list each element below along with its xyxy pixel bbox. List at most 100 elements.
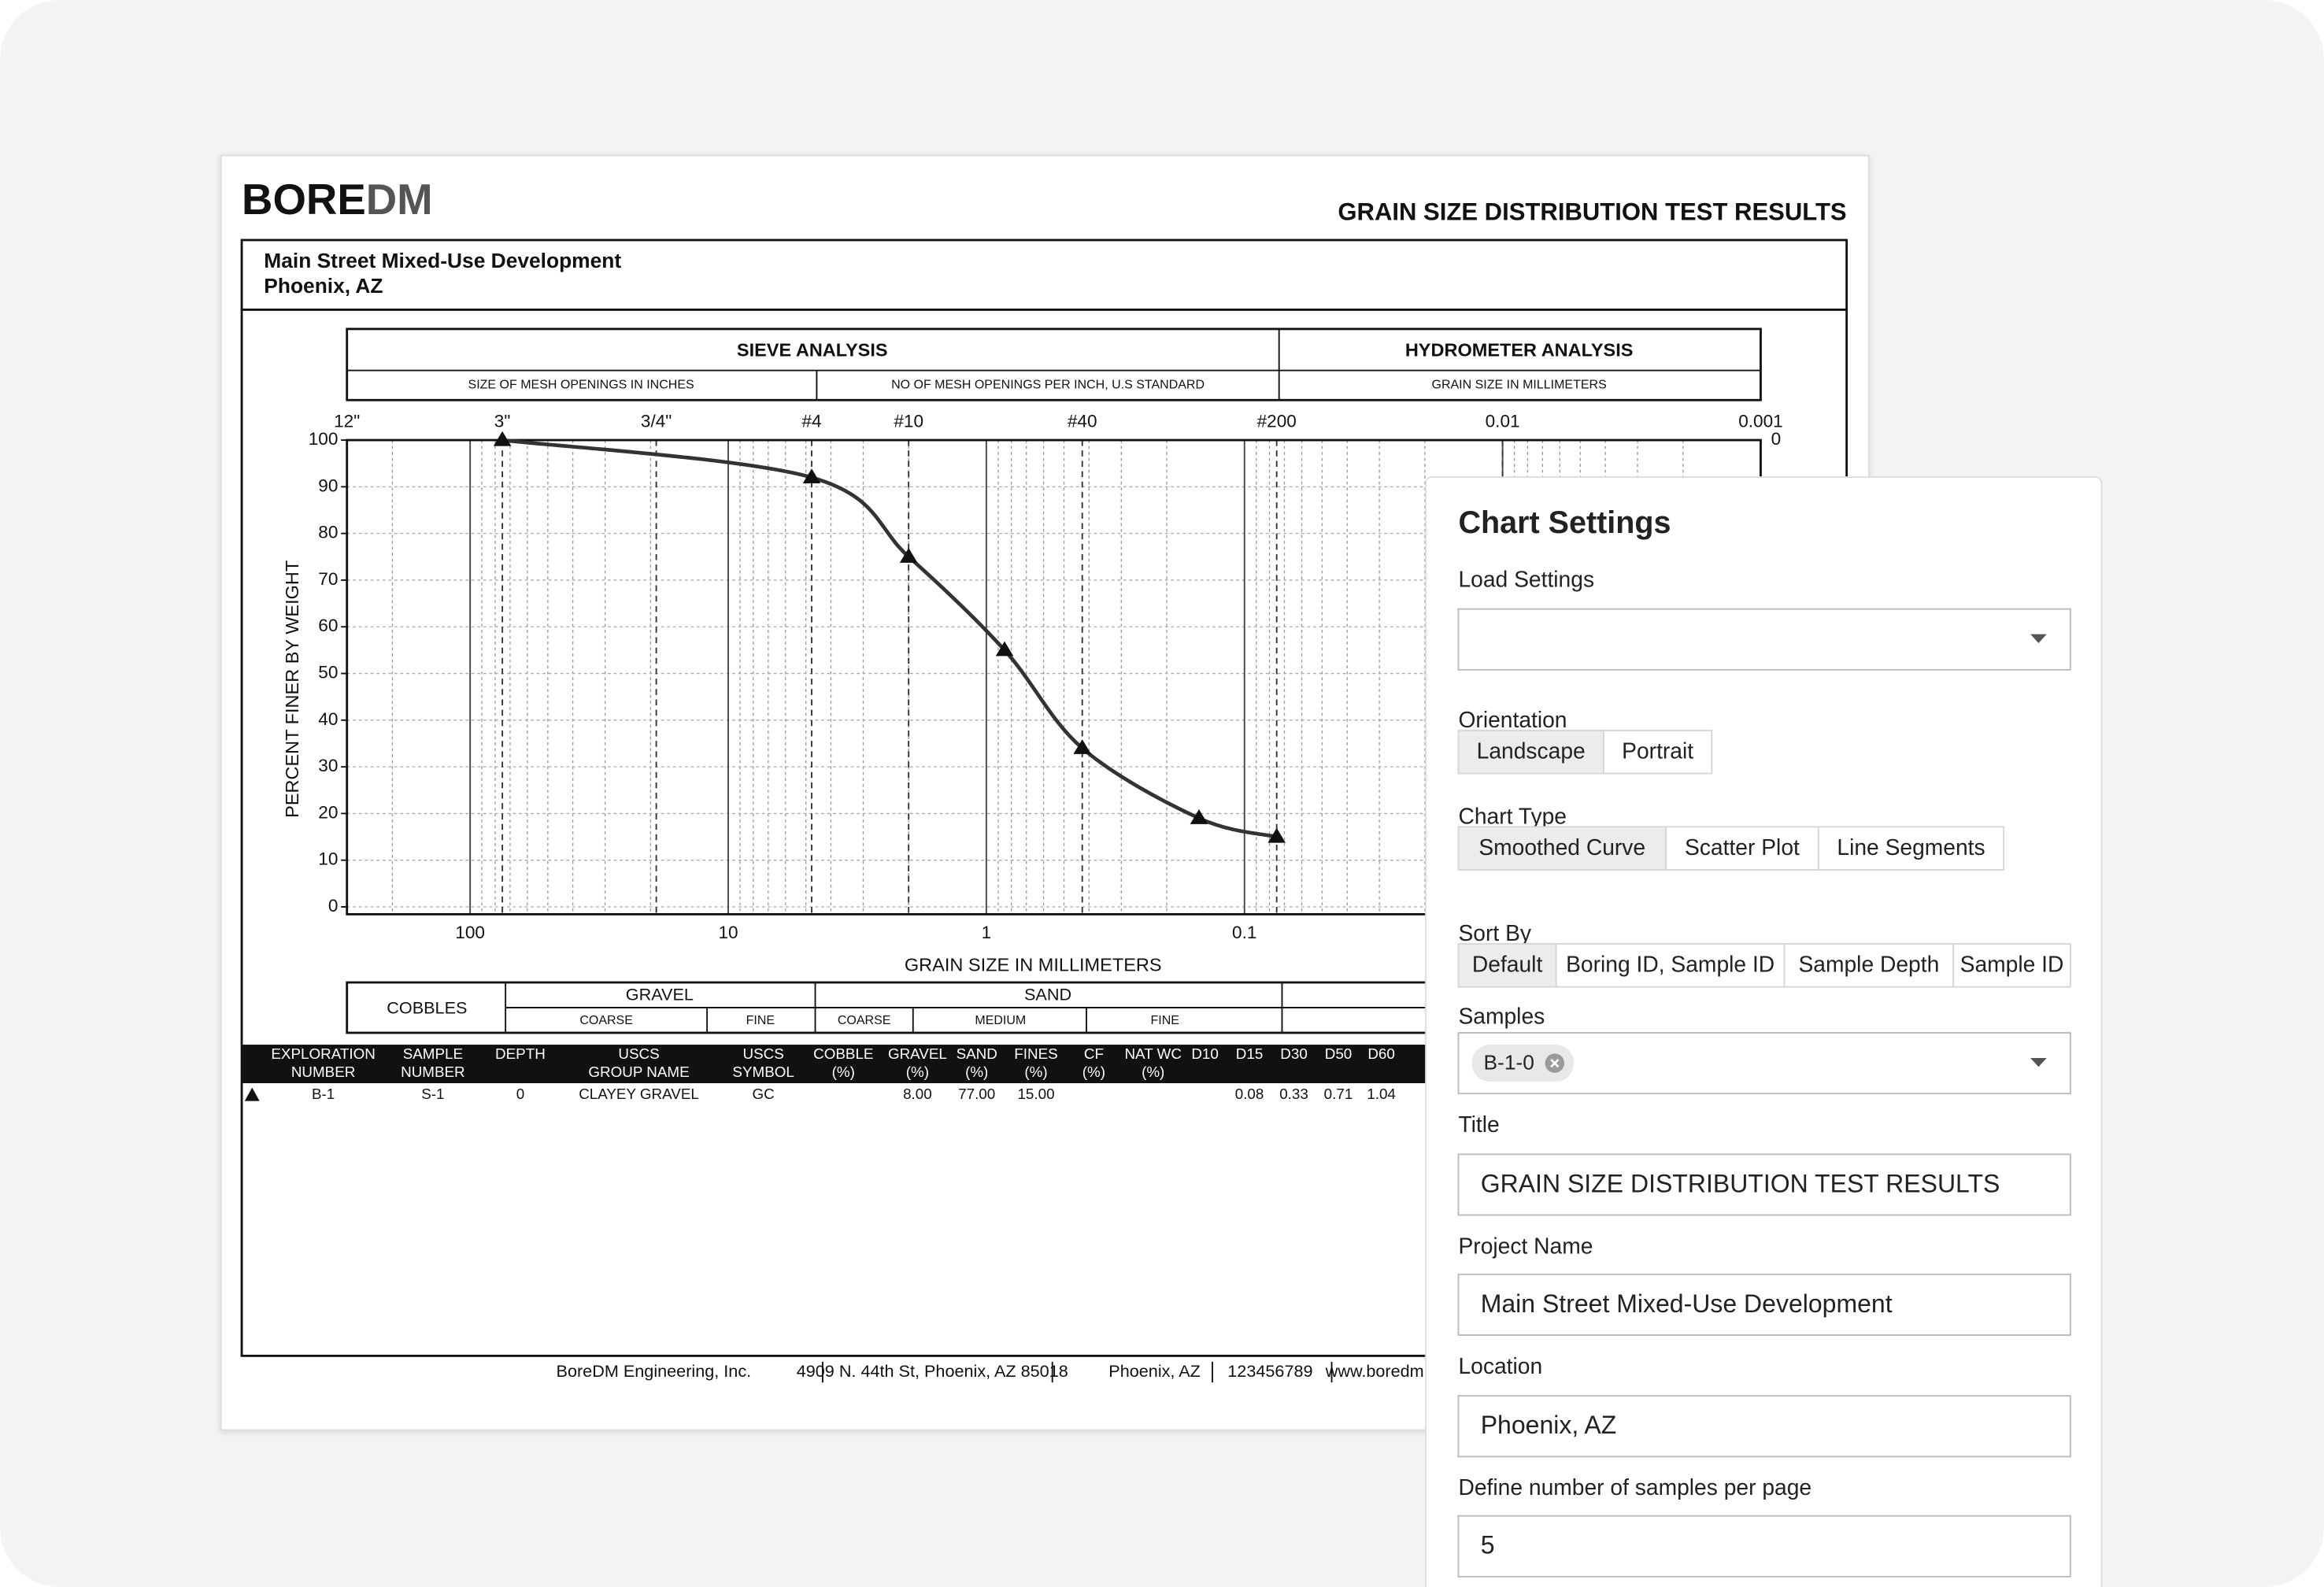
segment-label: Line Segments <box>1837 834 1985 860</box>
header-label: SIZE OF MESH OPENINGS IN INCHES <box>468 379 694 392</box>
table-header: (%) <box>1082 1064 1105 1080</box>
field-label: Samples <box>1458 1004 1545 1029</box>
x-tick-label: 10 <box>718 923 738 942</box>
table-header: EXPLORATION <box>271 1045 375 1062</box>
table-header: SAMPLE <box>403 1045 463 1062</box>
y-tick-label: 0 <box>328 896 339 916</box>
table-header: D15 <box>1236 1045 1264 1062</box>
table-header: GROUP NAME <box>588 1064 689 1080</box>
input-value: Phoenix, AZ <box>1481 1411 1617 1439</box>
y-tick-label: 90 <box>318 475 338 495</box>
input-value: 5 <box>1481 1531 1495 1559</box>
segment-label: Default <box>1472 952 1543 977</box>
table-header: CF <box>1084 1045 1104 1062</box>
header-label: HYDROMETER ANALYSIS <box>1405 339 1634 360</box>
sieve-tick-label: 12" <box>334 411 360 431</box>
y-axis-label: PERCENT FINER BY WEIGHT <box>282 560 302 818</box>
input-box[interactable] <box>1457 1395 2071 1458</box>
table-cell: GC <box>753 1086 775 1102</box>
table-header: NUMBER <box>401 1064 465 1080</box>
table-header: (%) <box>832 1064 855 1080</box>
class-label: MEDIUM <box>975 1014 1026 1027</box>
sieve-tick-label: 3" <box>494 411 511 431</box>
table-header: D30 <box>1280 1045 1308 1062</box>
class-label: FINE <box>746 1014 775 1027</box>
field-label: Chart Type <box>1458 804 1567 829</box>
class-label: FINE <box>1151 1014 1179 1027</box>
table-header: (%) <box>965 1064 988 1080</box>
data-point <box>802 468 821 484</box>
header-label: GRAIN SIZE IN MILLIMETERS <box>1432 379 1607 392</box>
table-cell: 0.08 <box>1235 1086 1264 1102</box>
dropdown-caret[interactable] <box>2030 1058 2047 1067</box>
segment-button[interactable] <box>1817 826 2005 871</box>
dropdown-caret[interactable] <box>2030 634 2047 643</box>
table-cell: 0 <box>516 1086 524 1102</box>
field-label: Location <box>1458 1353 1542 1378</box>
analysis-box <box>346 327 1762 401</box>
data-point <box>995 641 1014 657</box>
data-point <box>1267 827 1286 843</box>
segment-button[interactable] <box>1783 943 1955 988</box>
class-label: GRAVEL <box>626 985 694 1004</box>
sieve-tick-label: 0.001 <box>1738 411 1783 431</box>
segment-label: Scatter Plot <box>1685 834 1800 860</box>
chip-label: B-1-0 <box>1483 1050 1534 1074</box>
field-label: Load Settings <box>1458 566 1594 591</box>
segment-button[interactable] <box>1555 943 1786 988</box>
field-label: Sort By <box>1458 920 1531 945</box>
segment-button[interactable] <box>1665 826 1819 871</box>
data-curve <box>501 438 1278 839</box>
sieve-tick-label: #4 <box>801 411 821 431</box>
table-header: FINES <box>1014 1045 1057 1062</box>
y-tick-label: 30 <box>318 756 338 775</box>
table-header: SYMBOL <box>732 1064 794 1080</box>
data-point <box>493 431 512 446</box>
report-title: GRAIN SIZE DISTRIBUTION TEST RESULTS <box>1338 198 1846 225</box>
settings-panel: Chart Settings Load Settings Orientation La… <box>1425 476 2103 1587</box>
input-value: Main Street Mixed-Use Development <box>1481 1289 1893 1318</box>
input-box[interactable] <box>1457 1515 2071 1578</box>
table-header: USCS <box>743 1045 784 1062</box>
table-cell: 15.00 <box>1017 1086 1054 1102</box>
data-point <box>899 548 918 563</box>
table-header: SAND <box>957 1045 997 1062</box>
y-tick-label: 50 <box>318 662 338 682</box>
class-label: COBBLES <box>387 998 467 1018</box>
table-cell: 8.00 <box>903 1086 932 1102</box>
input-box[interactable] <box>1457 608 2071 671</box>
sieve-tick-label: 3/4" <box>641 411 672 431</box>
input-box[interactable] <box>1457 1153 2071 1216</box>
chip[interactable] <box>1471 1045 1575 1082</box>
table-header: D60 <box>1367 1045 1395 1062</box>
segment-label: Sample ID <box>1960 952 2064 977</box>
chip-remove-x[interactable] <box>1550 1058 1560 1068</box>
segment-button[interactable] <box>1952 943 2071 988</box>
field-label: Project Name <box>1458 1233 1593 1258</box>
header-label: SIEVE ANALYSIS <box>737 339 888 360</box>
table-cell: 0.71 <box>1324 1086 1353 1102</box>
data-point <box>1190 809 1208 824</box>
segment-button[interactable] <box>1602 730 1713 775</box>
logo: BOREDM <box>242 176 433 224</box>
table-header: D50 <box>1325 1045 1353 1062</box>
data-point <box>1073 739 1092 754</box>
segment-button[interactable] <box>1457 730 1604 775</box>
input-value: GRAIN SIZE DISTRIBUTION TEST RESULTS <box>1481 1169 2000 1197</box>
segment-button[interactable] <box>1457 943 1557 988</box>
project-location: Phoenix, AZ <box>264 274 383 298</box>
segment-label: Portrait <box>1622 738 1693 764</box>
class-label: COARSE <box>579 1014 633 1027</box>
input-box[interactable] <box>1457 1273 2071 1336</box>
footer-item: 123456789 <box>1227 1361 1312 1381</box>
table-header: (%) <box>1142 1064 1164 1080</box>
segment-label: Landscape <box>1477 738 1586 764</box>
y-tick-label: 100 <box>309 429 339 449</box>
table-header: (%) <box>1024 1064 1047 1080</box>
y-tick-label: 20 <box>318 802 338 822</box>
x-tick-label: 1 <box>982 923 992 942</box>
footer-item: 4909 N. 44th St, Phoenix, AZ 85018 <box>797 1361 1068 1381</box>
table-header: D10 <box>1191 1045 1219 1062</box>
y-tick-label: 60 <box>318 616 338 635</box>
